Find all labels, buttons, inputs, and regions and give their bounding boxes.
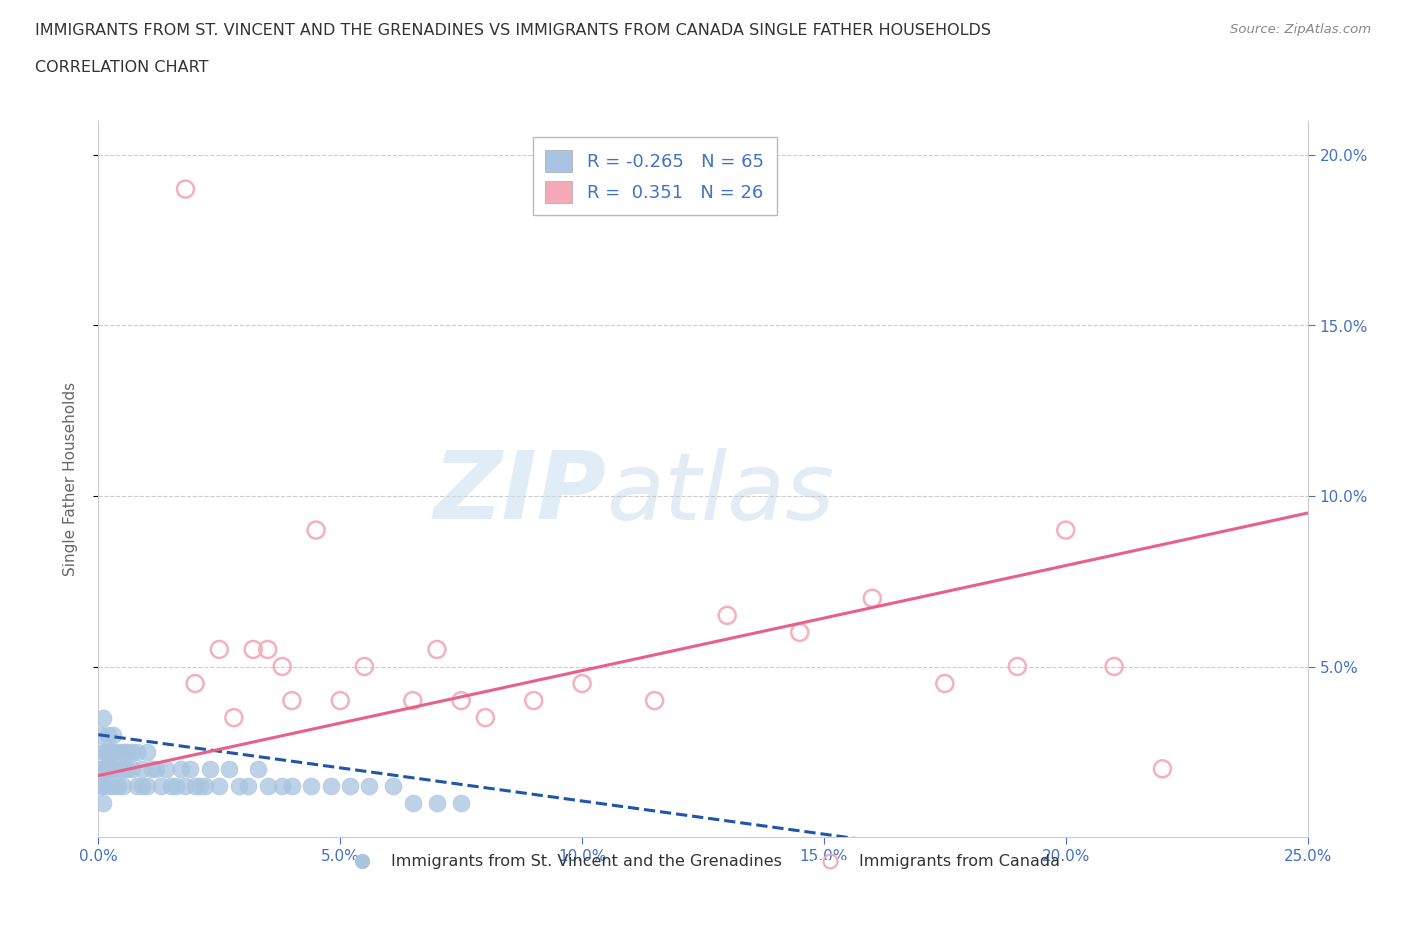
- Point: [382, 778, 405, 793]
- Point: [184, 778, 207, 793]
- Point: [91, 744, 114, 759]
- Point: [1152, 762, 1174, 777]
- Point: [359, 778, 381, 793]
- Point: [450, 693, 472, 708]
- Point: [450, 795, 472, 810]
- Point: [100, 762, 122, 777]
- Point: [145, 762, 167, 777]
- Point: [208, 642, 231, 657]
- Point: [426, 795, 449, 810]
- Point: [111, 762, 134, 777]
- Point: [117, 762, 139, 777]
- Point: [101, 744, 124, 759]
- Point: [934, 676, 956, 691]
- Point: [91, 711, 114, 725]
- Legend: Immigrants from St. Vincent and the Grenadines, Immigrants from Canada: Immigrants from St. Vincent and the Gren…: [340, 848, 1066, 875]
- Point: [91, 778, 114, 793]
- Point: [135, 778, 157, 793]
- Point: [198, 762, 221, 777]
- Point: [101, 727, 124, 742]
- Point: [271, 778, 294, 793]
- Point: [160, 778, 183, 793]
- Point: [90, 727, 112, 742]
- Point: [174, 181, 197, 196]
- Y-axis label: Single Father Households: Single Father Households: [63, 382, 77, 576]
- Point: [238, 778, 260, 793]
- Point: [271, 659, 294, 674]
- Point: [402, 795, 425, 810]
- Point: [111, 744, 134, 759]
- Text: ZIP: ZIP: [433, 447, 606, 539]
- Point: [127, 778, 149, 793]
- Point: [179, 762, 201, 777]
- Point: [127, 744, 149, 759]
- Point: [174, 778, 197, 793]
- Point: [131, 762, 153, 777]
- Point: [523, 693, 546, 708]
- Point: [247, 762, 270, 777]
- Point: [101, 778, 124, 793]
- Point: [242, 642, 264, 657]
- Point: [131, 778, 153, 793]
- Point: [90, 762, 112, 777]
- Point: [94, 744, 117, 759]
- Point: [169, 762, 191, 777]
- Point: [97, 727, 120, 742]
- Point: [97, 762, 120, 777]
- Point: [222, 711, 245, 725]
- Point: [111, 778, 134, 793]
- Point: [716, 608, 738, 623]
- Point: [141, 762, 163, 777]
- Point: [208, 778, 231, 793]
- Text: IMMIGRANTS FROM ST. VINCENT AND THE GRENADINES VS IMMIGRANTS FROM CANADA SINGLE : IMMIGRANTS FROM ST. VINCENT AND THE GREN…: [35, 23, 991, 38]
- Point: [194, 778, 217, 793]
- Point: [91, 762, 114, 777]
- Point: [571, 676, 593, 691]
- Point: [94, 762, 117, 777]
- Point: [184, 676, 207, 691]
- Point: [281, 693, 304, 708]
- Point: [1054, 523, 1077, 538]
- Text: atlas: atlas: [606, 447, 835, 538]
- Point: [135, 744, 157, 759]
- Point: [474, 711, 496, 725]
- Text: Source: ZipAtlas.com: Source: ZipAtlas.com: [1230, 23, 1371, 36]
- Text: CORRELATION CHART: CORRELATION CHART: [35, 60, 208, 75]
- Point: [107, 744, 129, 759]
- Point: [789, 625, 811, 640]
- Point: [305, 523, 328, 538]
- Point: [319, 778, 342, 793]
- Point: [256, 778, 278, 793]
- Point: [188, 778, 211, 793]
- Point: [101, 762, 124, 777]
- Point: [353, 659, 375, 674]
- Point: [155, 762, 177, 777]
- Point: [299, 778, 322, 793]
- Point: [107, 762, 129, 777]
- Point: [107, 778, 129, 793]
- Point: [100, 744, 122, 759]
- Point: [1102, 659, 1125, 674]
- Point: [218, 762, 240, 777]
- Point: [91, 795, 114, 810]
- Point: [402, 693, 425, 708]
- Point: [644, 693, 666, 708]
- Point: [117, 744, 139, 759]
- Point: [97, 778, 120, 793]
- Point: [281, 778, 304, 793]
- Point: [165, 778, 187, 793]
- Point: [150, 778, 173, 793]
- Point: [1007, 659, 1029, 674]
- Point: [426, 642, 449, 657]
- Point: [90, 778, 112, 793]
- Point: [860, 591, 883, 605]
- Point: [121, 762, 143, 777]
- Point: [228, 778, 250, 793]
- Point: [329, 693, 352, 708]
- Point: [97, 744, 120, 759]
- Point: [339, 778, 361, 793]
- Point: [256, 642, 278, 657]
- Point: [121, 744, 143, 759]
